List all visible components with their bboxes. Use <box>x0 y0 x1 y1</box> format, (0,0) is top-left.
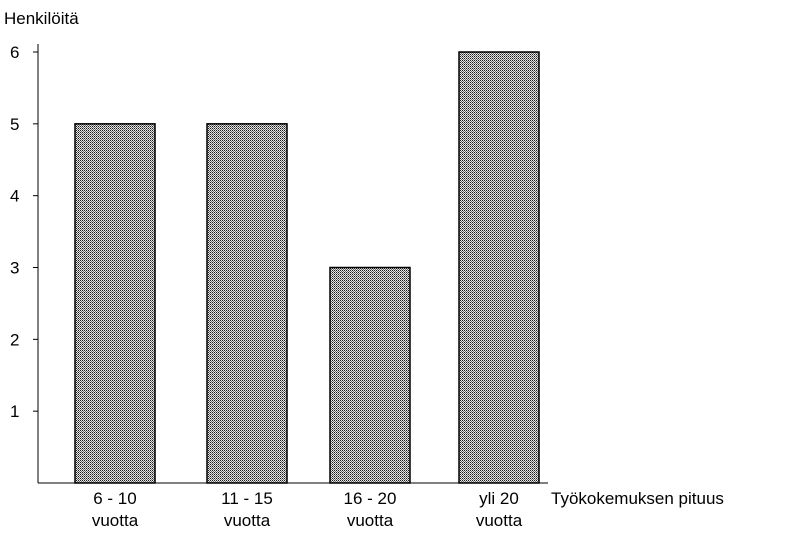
x-tick-label: vuotta <box>92 511 139 530</box>
y-tick-label: 6 <box>10 43 19 62</box>
x-tick-label: 11 - 15 <box>221 489 273 508</box>
y-tick-label: 2 <box>10 330 19 349</box>
y-tick-label: 3 <box>10 259 19 278</box>
x-tick-label: vuotta <box>476 511 523 530</box>
x-tick-label: yli 20 <box>479 489 519 508</box>
bar <box>458 51 540 484</box>
bar <box>74 123 156 484</box>
y-axis-label: Henkilöitä <box>4 9 79 28</box>
x-tick-label: vuotta <box>347 511 394 530</box>
x-axis-label: Työkokemuksen pituus <box>551 489 724 508</box>
x-tick-label: 6 - 10 <box>93 489 136 508</box>
bar <box>206 123 288 484</box>
x-tick-label: vuotta <box>224 511 271 530</box>
bar <box>329 266 411 484</box>
y-tick-label: 1 <box>10 402 19 421</box>
x-tick-label: 16 - 20 <box>344 489 397 508</box>
y-tick-label: 5 <box>10 115 19 134</box>
y-tick-label: 4 <box>10 187 19 206</box>
